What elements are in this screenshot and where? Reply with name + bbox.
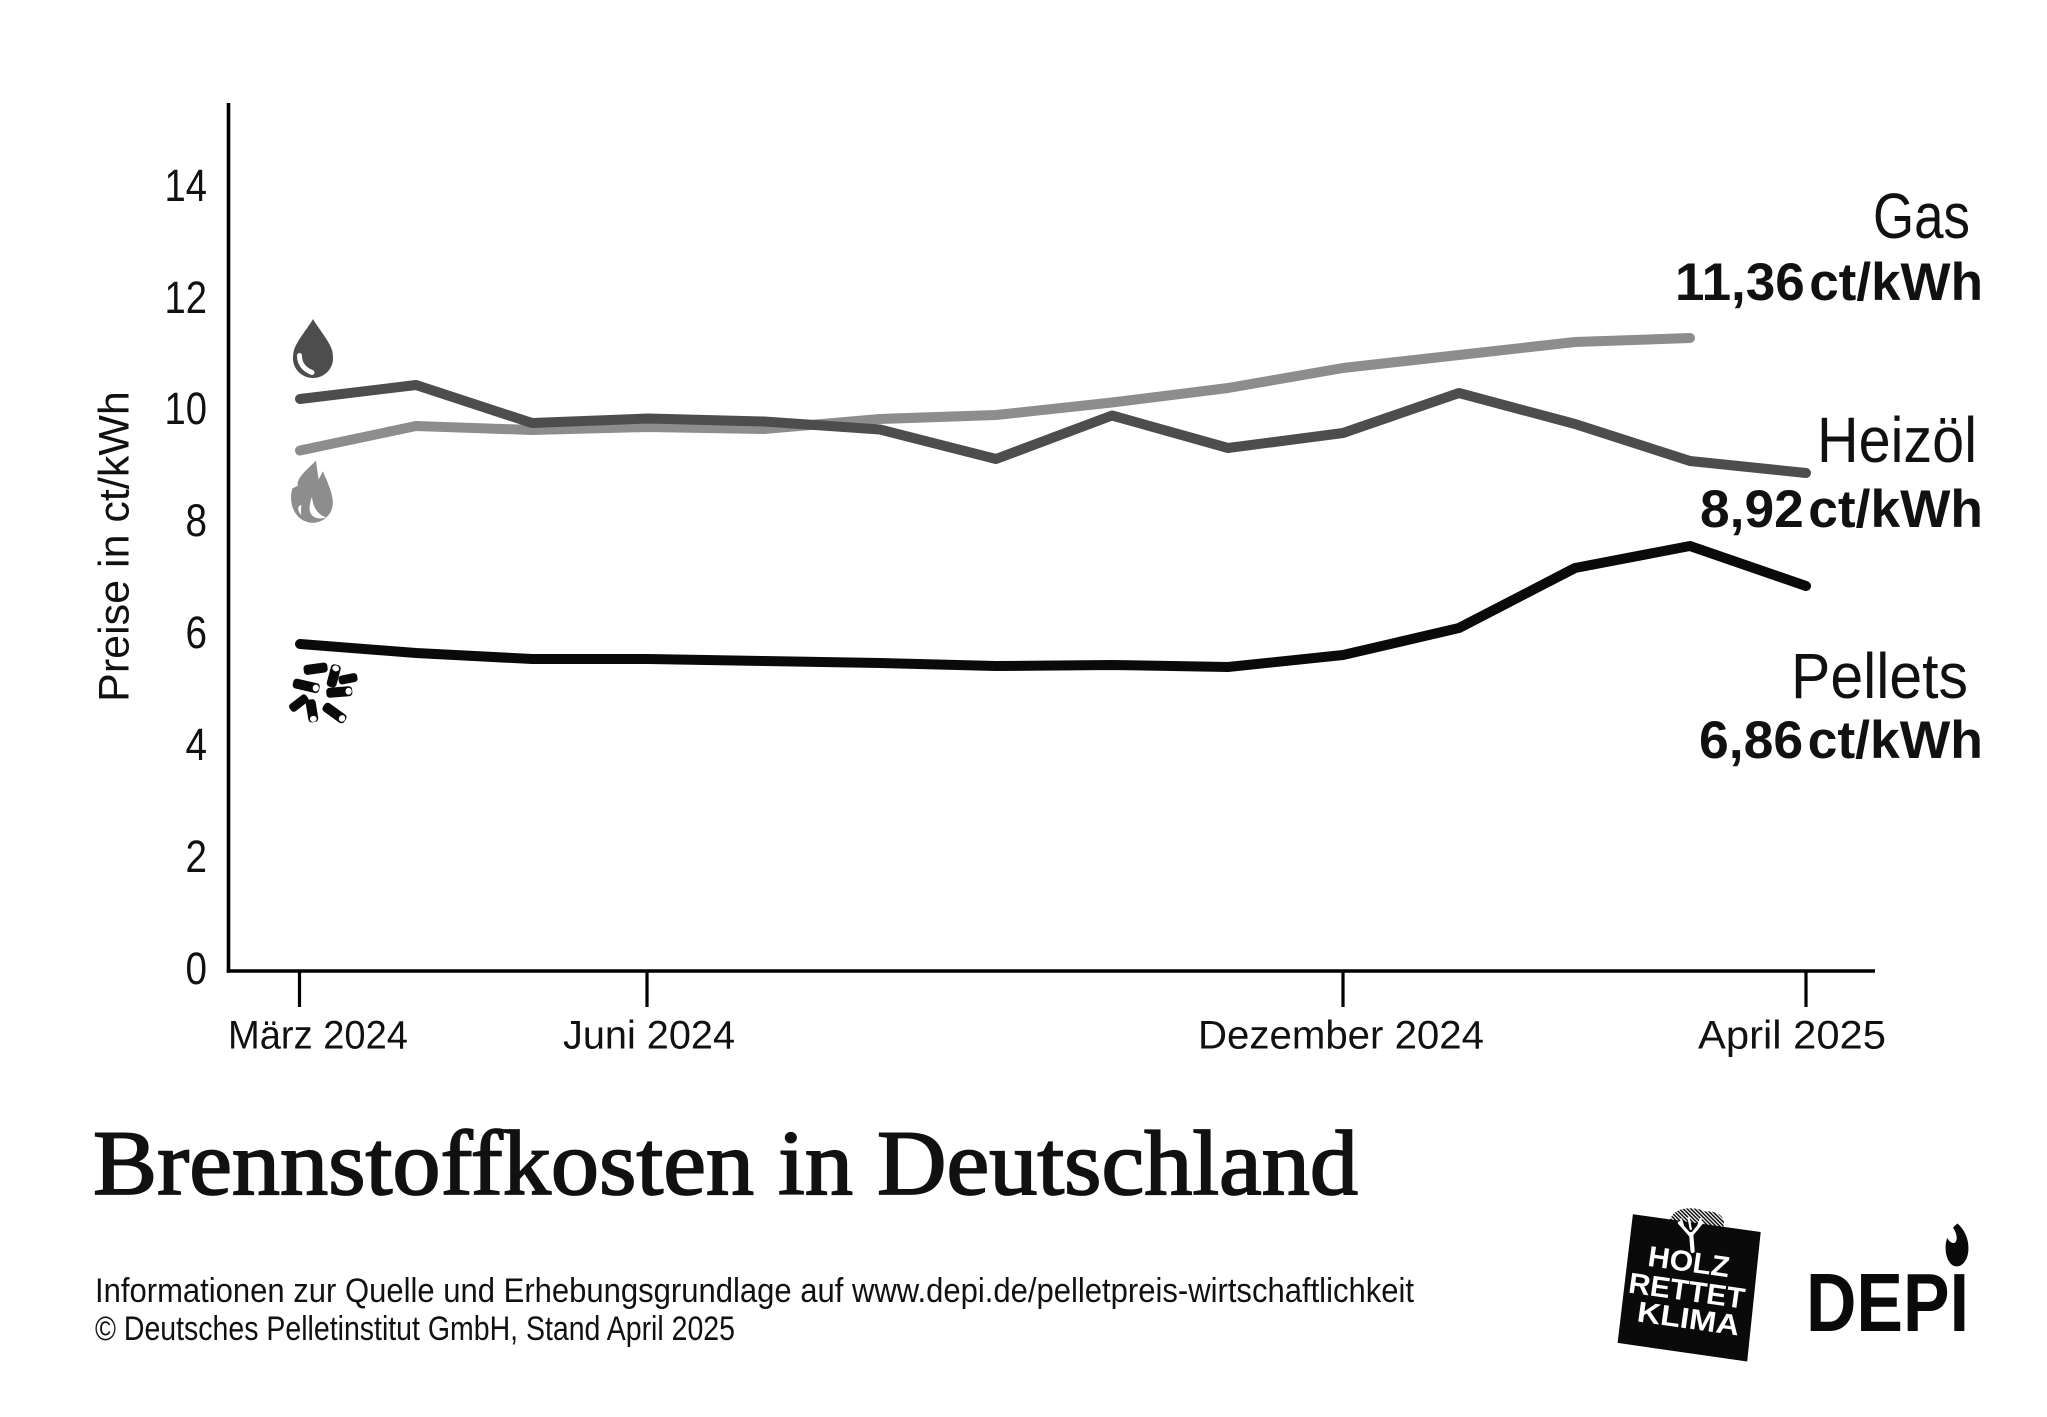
- svg-text:Pellets: Pellets: [1791, 640, 1968, 712]
- svg-text:11,36 ct/kWh: 11,36 ct/kWh: [1675, 253, 1983, 312]
- svg-text:Heizöl: Heizöl: [1817, 404, 1977, 476]
- svg-text:März 2024: März 2024: [228, 1014, 408, 1058]
- svg-text:Gas: Gas: [1873, 180, 1970, 252]
- svg-text:Brennstoffkosten in Deutschlan: Brennstoffkosten in Deutschland: [93, 1112, 1358, 1214]
- svg-text:2: 2: [186, 831, 208, 882]
- svg-text:Preise in ct/kWh: Preise in ct/kWh: [91, 391, 139, 702]
- svg-text:April 2025: April 2025: [1698, 1014, 1886, 1058]
- svg-text:© Deutsches Pelletinstitut Gmb: © Deutsches Pelletinstitut GmbH, Stand A…: [95, 1310, 735, 1348]
- svg-text:Informationen zur Quelle und E: Informationen zur Quelle und Erhebungsgr…: [95, 1272, 1414, 1310]
- svg-text:14: 14: [165, 160, 208, 211]
- svg-text:DEPI: DEPI: [1806, 1256, 1969, 1349]
- svg-text:6,86 ct/kWh: 6,86 ct/kWh: [1699, 711, 1983, 770]
- svg-text:4: 4: [186, 719, 208, 770]
- svg-text:Dezember 2024: Dezember 2024: [1198, 1014, 1484, 1058]
- svg-text:8: 8: [186, 495, 208, 546]
- svg-text:10: 10: [165, 383, 208, 434]
- svg-text:8,92 ct/kWh: 8,92 ct/kWh: [1700, 480, 1983, 539]
- svg-text:6: 6: [186, 607, 208, 658]
- svg-text:0: 0: [186, 943, 208, 994]
- svg-text:Juni 2024: Juni 2024: [563, 1014, 735, 1058]
- svg-text:12: 12: [165, 272, 208, 323]
